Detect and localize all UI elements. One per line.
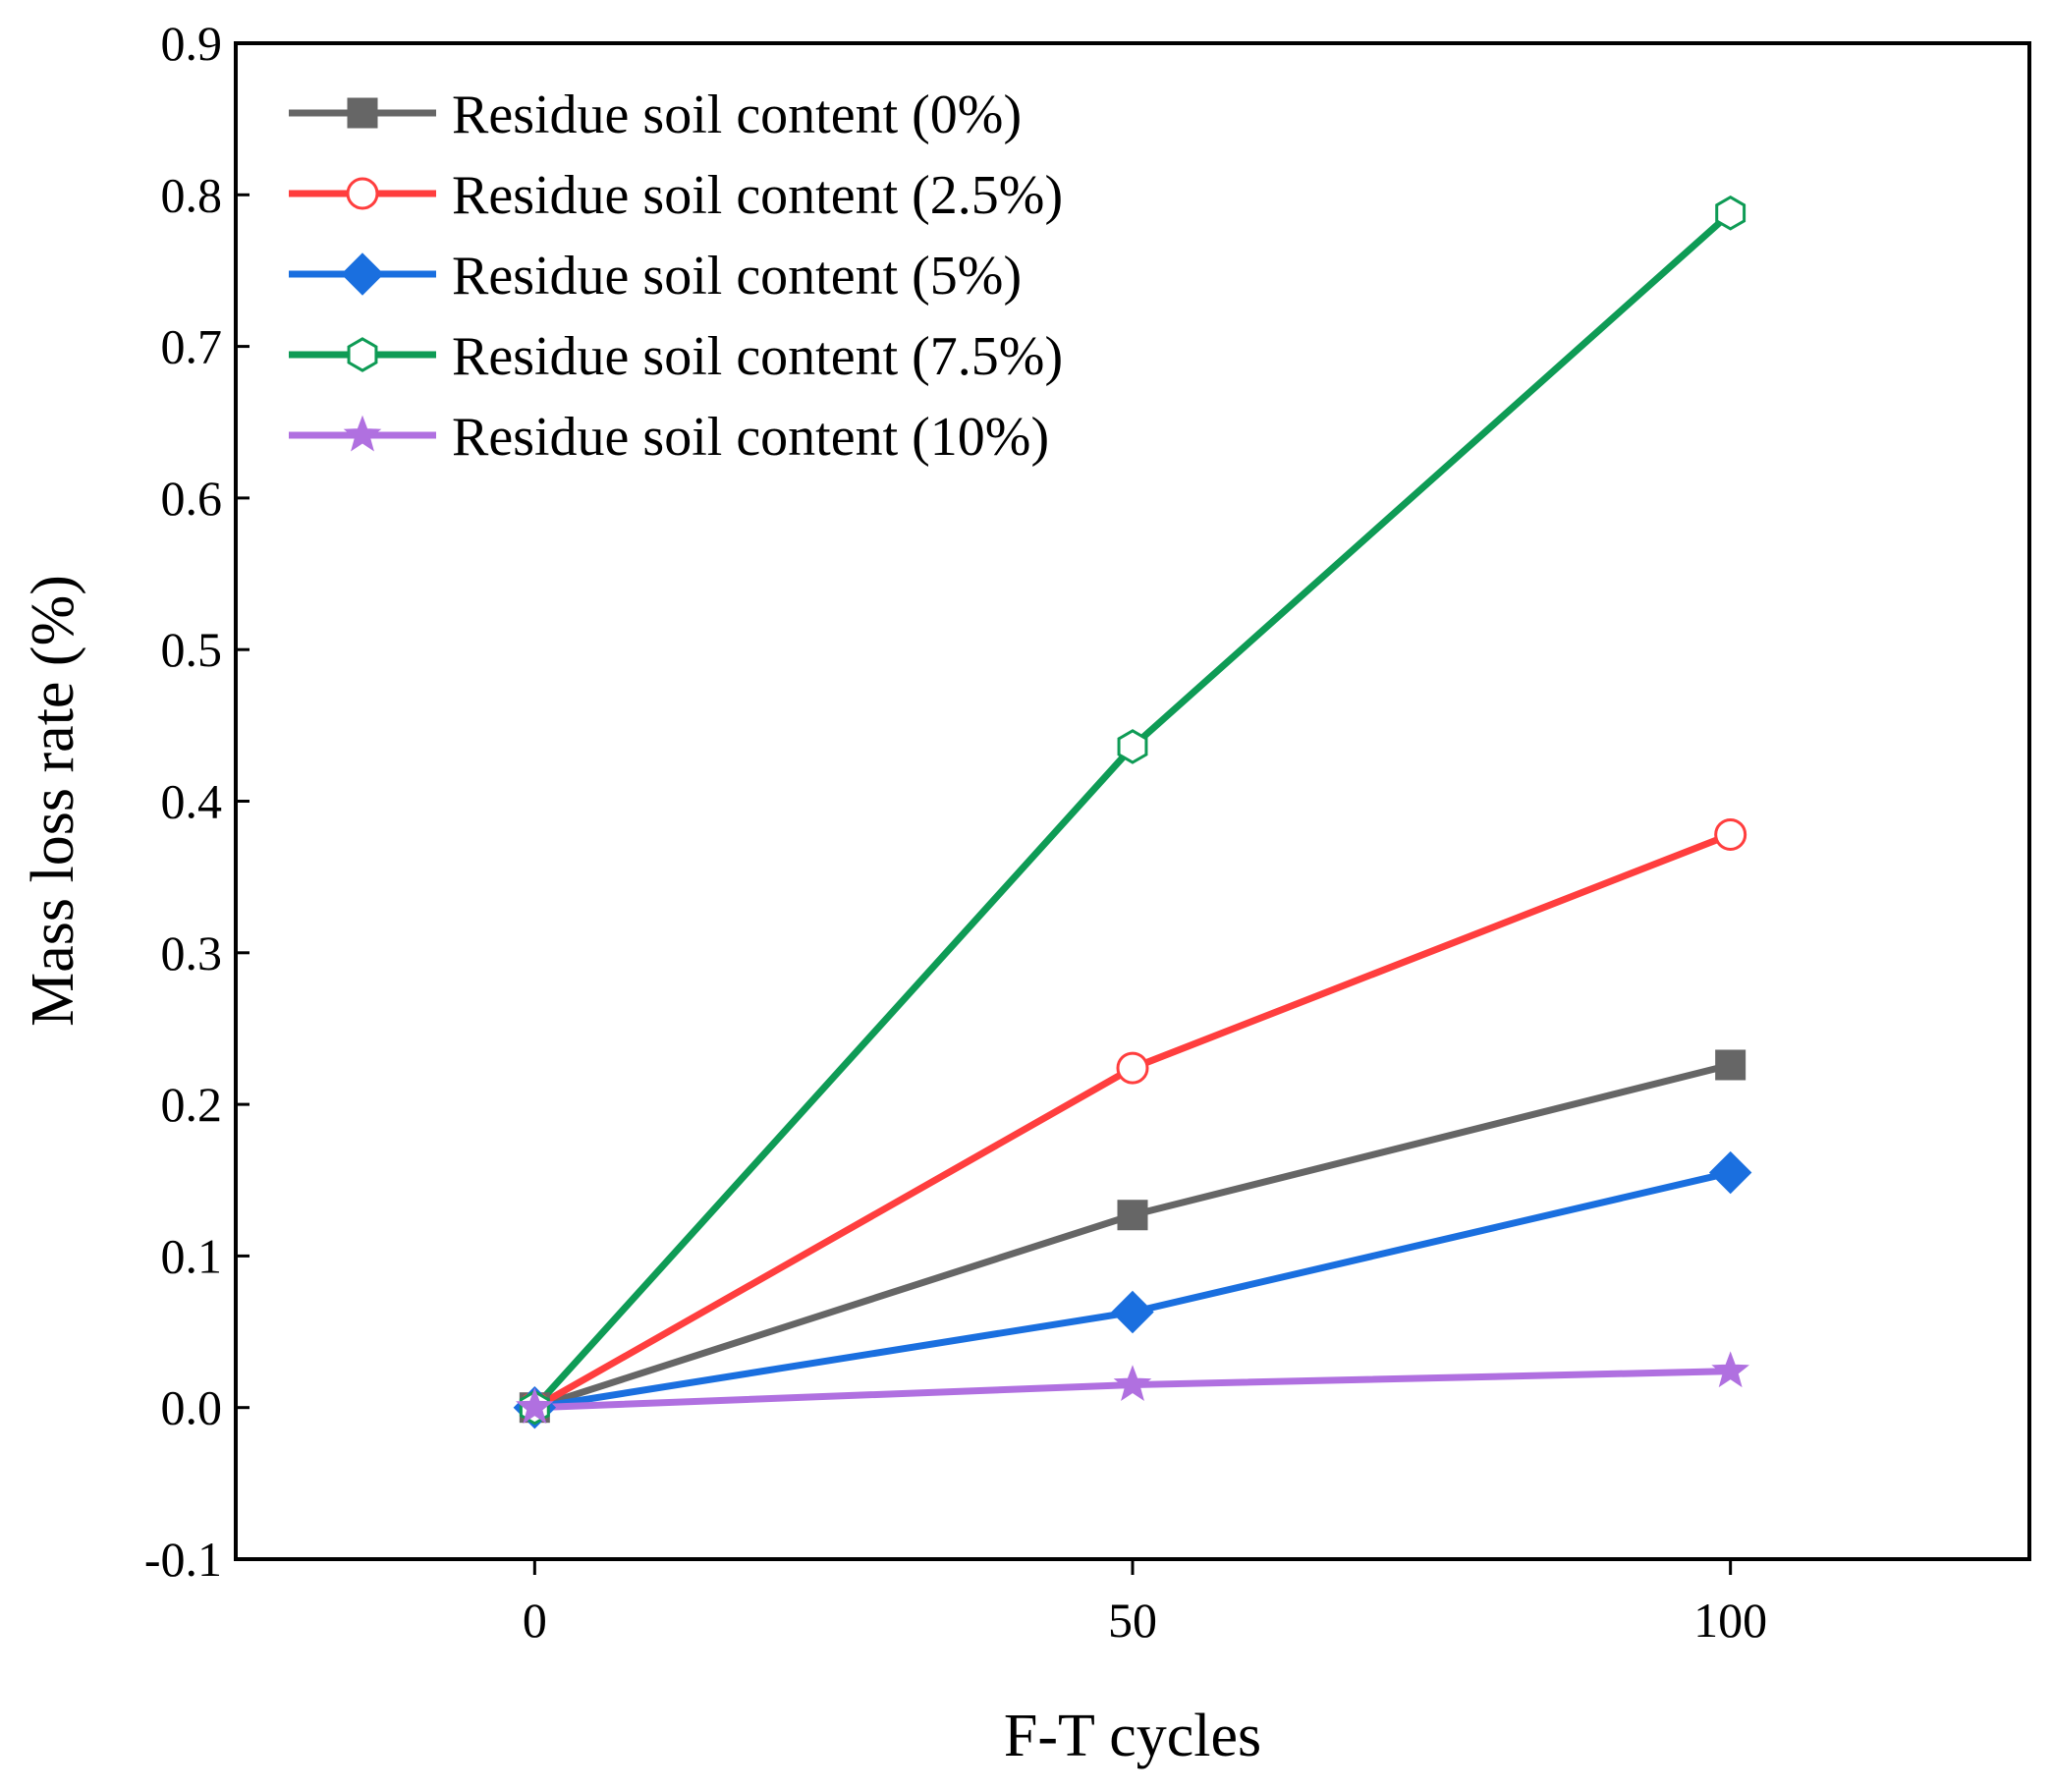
x-axis-title: F-T cycles (1004, 1703, 1261, 1769)
series-3-point (1117, 729, 1148, 764)
series-2-point (1111, 1290, 1154, 1334)
legend-marker-4 (343, 415, 382, 452)
series-0-point (1715, 1049, 1746, 1081)
y-axis-title: Mass loss rate (%) (20, 575, 86, 1027)
series-2-point (1708, 1150, 1752, 1195)
legend-label-0: Residue soil content (0%) (452, 84, 1022, 145)
y-tick-label: 0.0 (161, 1380, 223, 1435)
legend: Residue soil content (0%) Residue soil co… (289, 84, 1063, 468)
y-tick-label: 0.7 (161, 319, 223, 374)
series-1-point (1714, 817, 1747, 851)
y-tick-label: 0.5 (161, 622, 223, 677)
x-axis-ticks: 0 50 100 (523, 1559, 1767, 1648)
series-0-point (1117, 1200, 1148, 1231)
legend-marker-0 (347, 97, 378, 129)
y-tick-label: 0.4 (161, 774, 223, 829)
y-tick-label: 0.3 (161, 925, 223, 980)
legend-label-2: Residue soil content (5%) (452, 246, 1022, 307)
series-1-point (1116, 1051, 1149, 1085)
series-line-0 (533, 1061, 1732, 1412)
series-3-point (1715, 195, 1746, 231)
y-tick-label: -0.1 (144, 1532, 222, 1587)
series-4-point (516, 1387, 554, 1425)
series-4-point (1711, 1351, 1749, 1388)
y-tick-label: 0.2 (161, 1077, 223, 1132)
legend-marker-1 (346, 177, 379, 210)
series-layer (513, 195, 1752, 1429)
y-tick-label: 0.1 (161, 1228, 223, 1283)
legend-marker-2 (341, 252, 384, 296)
x-tick-label: 100 (1693, 1593, 1767, 1648)
legend-label-1: Residue soil content (2.5%) (452, 165, 1063, 226)
y-tick-label: 0.8 (161, 167, 223, 222)
legend-label-4: Residue soil content (10%) (452, 407, 1049, 468)
x-tick-label: 50 (1108, 1593, 1157, 1648)
y-tick-label: 0.6 (161, 471, 223, 526)
y-axis-ticks: -0.1 0.0 0.1 0.2 0.3 0.4 0.5 0.6 0.7 0.8 0.9 (144, 16, 249, 1587)
legend-marker-3 (347, 337, 378, 372)
x-tick-label: 0 (523, 1593, 547, 1648)
y-tick-label: 0.9 (161, 16, 223, 71)
legend-label-3: Residue soil content (7.5%) (452, 326, 1063, 387)
series-4-point (1113, 1365, 1152, 1402)
